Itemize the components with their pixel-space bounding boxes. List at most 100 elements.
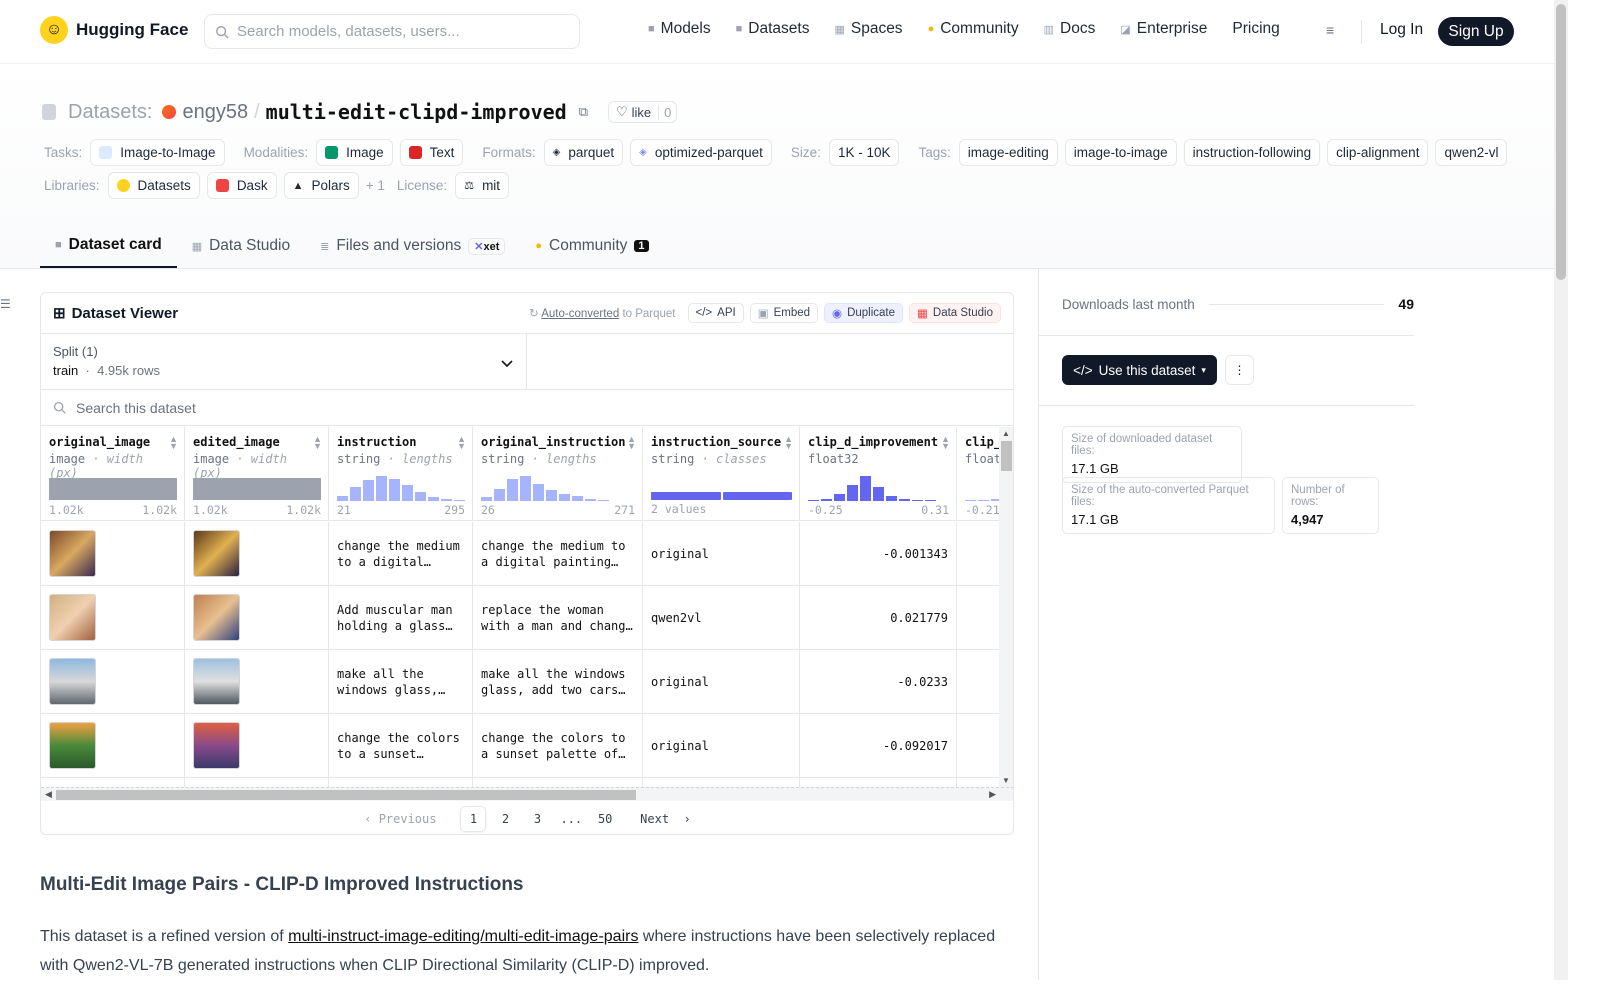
sort-icon[interactable]: ▲ ▼ (627, 434, 636, 451)
auto-converted-link[interactable]: Auto-converted (541, 308, 620, 320)
table-cell[interactable]: make all the windows glass, add two cars… (473, 650, 643, 714)
table-cell[interactable]: original (643, 522, 800, 586)
table-cell[interactable]: 0.021779 (800, 586, 957, 650)
table-cell[interactable] (185, 586, 329, 650)
table-cell[interactable] (185, 778, 329, 787)
table-cell[interactable]: make all the windows glass, add two cars… (329, 650, 473, 714)
signup-button[interactable]: Sign Up (1438, 17, 1514, 46)
image-thumbnail[interactable] (193, 530, 240, 577)
table-cell[interactable]: qwen2vl (643, 586, 800, 650)
histogram-bar[interactable] (481, 497, 492, 501)
histogram-bar[interactable] (912, 499, 923, 501)
page-button[interactable]: 3 (533, 812, 542, 826)
table-cell[interactable] (957, 586, 999, 650)
table-cell[interactable] (473, 778, 643, 787)
brand[interactable]: ☺ Hugging Face (40, 16, 188, 44)
histogram-bar[interactable] (363, 479, 374, 501)
repo-name[interactable]: multi-edit-clipd-improved (265, 100, 567, 124)
table-cell[interactable] (41, 650, 185, 714)
histogram-bar[interactable] (376, 476, 387, 501)
table-cell[interactable] (41, 714, 185, 778)
tag-size[interactable]: 1K - 10K (828, 139, 900, 166)
tag-item[interactable]: image-to-image (1064, 139, 1177, 166)
histogram-bar[interactable] (860, 476, 871, 501)
column-header[interactable]: instruction string · lengths ▲ ▼ 21 295 (329, 427, 473, 521)
table-cell[interactable] (41, 778, 185, 787)
sort-icon[interactable]: ▲ ▼ (784, 434, 793, 451)
copy-icon[interactable]: ⧉ (578, 104, 588, 119)
table-cell[interactable] (41, 586, 185, 650)
page-button[interactable]: 1 (460, 806, 487, 832)
page-button[interactable]: 2 (501, 812, 510, 826)
table-cell[interactable]: change the colors to a sunset palette of… (329, 714, 473, 778)
api-button[interactable]: </> API (687, 303, 744, 323)
login-link[interactable]: Log In (1380, 21, 1424, 38)
histogram-bar[interactable] (337, 496, 348, 501)
histogram-bar[interactable] (925, 499, 936, 501)
sidebar-toggle-icon[interactable]: ☰ (0, 297, 11, 311)
column-header[interactable]: clip_d_improvement float32 ▲ ▼ -0.25 0.31 (800, 427, 957, 521)
column-header[interactable]: instruction_source string · classes ▲ ▼ 2 va… (643, 427, 800, 521)
libraries-more[interactable]: + 1 (365, 178, 385, 193)
auto-converted-note[interactable]: ↻ Auto-converted to Parquet (529, 306, 675, 320)
tag-item[interactable]: image-editing (958, 139, 1058, 166)
more-menu-icon[interactable]: ≡ (1326, 22, 1335, 38)
column-header[interactable]: original_instruction string · lengths ▲ ▼ 26… (473, 427, 643, 521)
tag-format-optimized[interactable]: ◈ optimized-parquet (630, 139, 772, 166)
tag-lib-datasets[interactable]: Datasets (107, 172, 200, 199)
tab-dataset-card[interactable]: ■ Dataset card (40, 224, 177, 268)
table-cell[interactable] (800, 778, 957, 787)
sort-icon[interactable]: ▲ ▼ (941, 434, 950, 451)
nav-docs[interactable]: ▥ Docs (1044, 20, 1096, 38)
use-dataset-button[interactable]: </> Use this dataset ▾ (1062, 355, 1217, 385)
tag-task[interactable]: Image-to-Image (90, 139, 225, 166)
histogram-bar[interactable] (507, 478, 518, 501)
like-button[interactable]: ♡ like 0 (608, 101, 678, 123)
table-cell[interactable] (957, 778, 999, 787)
sort-icon[interactable]: ▲ ▼ (457, 434, 466, 451)
histogram-bar[interactable] (834, 493, 845, 501)
histogram-bar[interactable] (454, 499, 465, 501)
tab-files[interactable]: ≣ Files and versions ✕xet (305, 224, 520, 268)
tag-lib-polars[interactable]: ▲ Polars (283, 172, 359, 199)
column-header[interactable]: edited_image image · width (px) ▲ ▼ 1.02k 1.0… (185, 427, 329, 521)
repo-type-label[interactable]: Datasets: (68, 100, 153, 123)
table-cell[interactable] (957, 650, 999, 714)
histogram-bar[interactable] (808, 499, 819, 501)
nav-enterprise[interactable]: ◪ Enterprise (1120, 20, 1207, 38)
table-cell[interactable]: -0.0233 (800, 650, 957, 714)
nav-models[interactable]: ■ Models (648, 20, 711, 38)
table-cell[interactable]: original (643, 650, 800, 714)
tab-community[interactable]: ● Community 1 (520, 224, 663, 268)
tag-lib-dask[interactable]: Dask (206, 172, 277, 199)
histogram-bar[interactable] (415, 492, 426, 501)
source-dataset-link[interactable]: multi-instruct-image-editing/multi-edit-… (288, 928, 639, 945)
table-cell[interactable]: change the medium to a digital painting,… (329, 522, 473, 586)
nav-pricing[interactable]: Pricing (1232, 20, 1279, 38)
histogram-bar[interactable] (350, 487, 361, 501)
image-thumbnail[interactable] (49, 530, 96, 577)
vertical-scrollbar[interactable]: ▲ ▼ (999, 427, 1013, 787)
histogram-bar[interactable] (899, 499, 910, 501)
tag-item[interactable]: qwen2-vl (1435, 139, 1508, 166)
histogram-bar[interactable] (585, 498, 596, 501)
data-studio-button[interactable]: ▦ Data Studio (909, 303, 1001, 323)
global-search-input[interactable] (237, 23, 557, 40)
column-header[interactable]: original_image image · width (px) ▲ ▼ 1.02k 1… (41, 427, 185, 521)
sort-icon[interactable]: ▲ ▼ (313, 434, 322, 451)
table-cell[interactable] (329, 778, 473, 787)
histogram-bar[interactable] (572, 496, 583, 501)
embed-button[interactable]: ▣ Embed (749, 303, 819, 323)
image-thumbnail[interactable] (193, 658, 240, 705)
histogram-bar[interactable] (428, 497, 439, 501)
histogram-bar[interactable] (991, 498, 999, 501)
histogram-bar[interactable] (402, 484, 413, 501)
tag-license[interactable]: ⚖ mit (455, 172, 510, 199)
histogram-bar[interactable] (494, 488, 505, 501)
table-cell[interactable]: change the medium to a digital painting … (473, 522, 643, 586)
page-button[interactable]: 50 (597, 812, 613, 826)
table-cell[interactable] (185, 522, 329, 586)
histogram-bar[interactable] (441, 498, 452, 501)
class-bar[interactable] (651, 492, 721, 500)
nav-community[interactable]: ● Community (928, 20, 1019, 38)
